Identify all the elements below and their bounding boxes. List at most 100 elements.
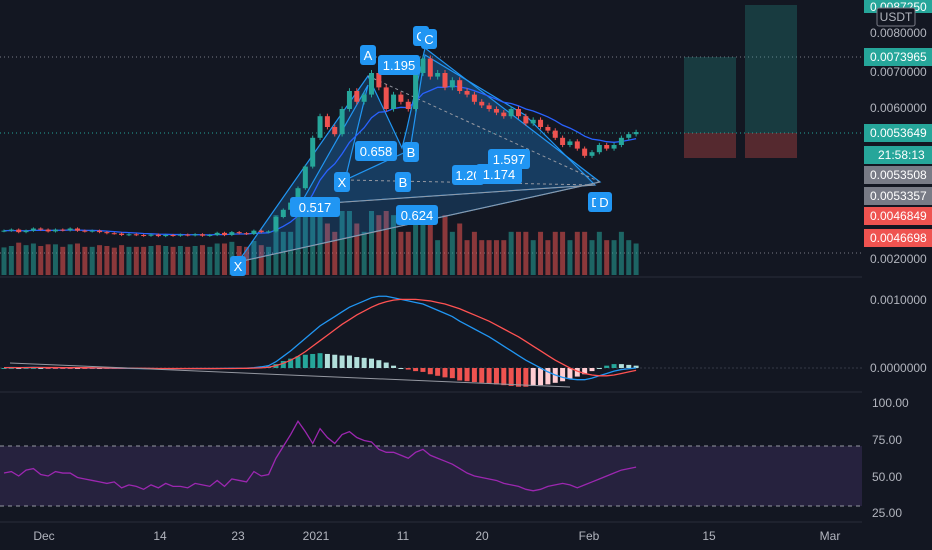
candle-body[interactable]	[119, 233, 125, 235]
candle-body[interactable]	[567, 141, 573, 145]
candle-body[interactable]	[8, 229, 14, 231]
candle-body[interactable]	[611, 145, 617, 149]
candle-body[interactable]	[391, 94, 397, 109]
candle-body[interactable]	[354, 91, 360, 102]
macd-hist-bar	[479, 368, 485, 383]
candle-body[interactable]	[258, 230, 264, 233]
candle-body[interactable]	[405, 101, 411, 109]
candle-body[interactable]	[420, 58, 426, 73]
candle-body[interactable]	[508, 109, 514, 117]
candle-body[interactable]	[310, 137, 316, 167]
candle-body[interactable]	[302, 166, 308, 189]
candle-body[interactable]	[222, 232, 227, 235]
candle-body[interactable]	[332, 127, 338, 135]
candle-body[interactable]	[486, 105, 492, 109]
candle-body[interactable]	[177, 234, 183, 236]
candle-body[interactable]	[538, 119, 544, 127]
candle-body[interactable]	[516, 109, 521, 117]
candle-body[interactable]	[23, 230, 29, 233]
candle-body[interactable]	[214, 232, 220, 235]
candle-body[interactable]	[82, 230, 88, 232]
candle-body[interactable]	[30, 228, 36, 231]
candle-body[interactable]	[266, 231, 272, 233]
candle-body[interactable]	[89, 230, 95, 232]
candle-body[interactable]	[523, 116, 529, 124]
candle-body[interactable]	[273, 217, 279, 232]
position-loss-box-1[interactable]	[684, 133, 736, 158]
candle-body[interactable]	[207, 235, 213, 236]
candle-body[interactable]	[199, 234, 205, 236]
candle-body[interactable]	[626, 134, 632, 138]
candle-body[interactable]	[67, 228, 73, 231]
price-axis-bg[interactable]	[862, 0, 932, 550]
candle-body[interactable]	[236, 232, 242, 234]
candle-body[interactable]	[339, 109, 345, 135]
candle-body[interactable]	[155, 234, 161, 237]
candle-body[interactable]	[596, 145, 602, 153]
candle-body[interactable]	[398, 94, 404, 102]
candle-body[interactable]	[126, 234, 132, 236]
rsi-tick-0: 100.00	[872, 396, 909, 410]
candle-body[interactable]	[464, 91, 470, 95]
candle-body[interactable]	[442, 73, 448, 88]
candle-body[interactable]	[530, 119, 536, 124]
candle-body[interactable]	[435, 73, 441, 77]
rsi-polyline	[3, 420, 637, 492]
candle-body[interactable]	[471, 94, 477, 102]
candle-body[interactable]	[324, 116, 330, 127]
candle-body[interactable]	[75, 228, 80, 231]
candle-body[interactable]	[618, 137, 624, 145]
candle-body[interactable]	[148, 234, 154, 236]
candle-body[interactable]	[449, 80, 455, 88]
candle-body[interactable]	[589, 152, 595, 156]
position-loss-box-2[interactable]	[745, 133, 797, 158]
candle-body[interactable]	[163, 235, 169, 237]
candle-body[interactable]	[295, 188, 301, 203]
candle-body[interactable]	[560, 137, 566, 145]
candle-body[interactable]	[413, 73, 419, 109]
candle-body[interactable]	[185, 234, 191, 236]
candle-body[interactable]	[133, 234, 139, 236]
currency-badge[interactable]	[876, 7, 916, 27]
candle-body[interactable]	[383, 87, 389, 109]
label-ratio-1174: 1.174	[483, 167, 516, 182]
candle-body[interactable]	[361, 94, 367, 102]
candle-body[interactable]	[633, 132, 639, 135]
candle-body[interactable]	[16, 229, 22, 233]
candle-body[interactable]	[170, 235, 176, 236]
candle-body[interactable]	[45, 229, 51, 232]
candle-body[interactable]	[369, 73, 374, 95]
candle-body[interactable]	[251, 230, 257, 234]
candle-body[interactable]	[346, 91, 352, 109]
candle-body[interactable]	[427, 58, 433, 77]
candles[interactable]	[1, 55, 639, 238]
candle-body[interactable]	[192, 234, 198, 236]
candle-body[interactable]	[280, 209, 286, 217]
candle-body[interactable]	[552, 130, 558, 138]
candle-body[interactable]	[493, 109, 499, 113]
candle-body[interactable]	[574, 141, 580, 149]
candle-body[interactable]	[52, 229, 58, 232]
candle-body[interactable]	[244, 233, 250, 235]
candle-body[interactable]	[604, 145, 610, 149]
candle-body[interactable]	[545, 127, 551, 131]
candle-body[interactable]	[104, 232, 110, 234]
candle-body[interactable]	[229, 232, 235, 235]
candle-body[interactable]	[97, 230, 103, 233]
position-profit-box-2[interactable]	[745, 5, 797, 133]
candle-body[interactable]	[501, 112, 507, 117]
candle-body[interactable]	[376, 73, 382, 88]
candle-body[interactable]	[38, 228, 44, 230]
volume-bar	[471, 231, 477, 275]
candle-body[interactable]	[479, 101, 485, 106]
position-profit-box-1[interactable]	[684, 57, 736, 133]
candle-body[interactable]	[317, 116, 323, 138]
candle-body[interactable]	[582, 148, 588, 156]
candle-body[interactable]	[141, 235, 147, 236]
volume-bar	[97, 245, 103, 275]
candle-body[interactable]	[111, 233, 117, 235]
candle-body[interactable]	[457, 80, 463, 91]
candle-body[interactable]	[1, 230, 7, 232]
candle-body[interactable]	[60, 229, 66, 231]
